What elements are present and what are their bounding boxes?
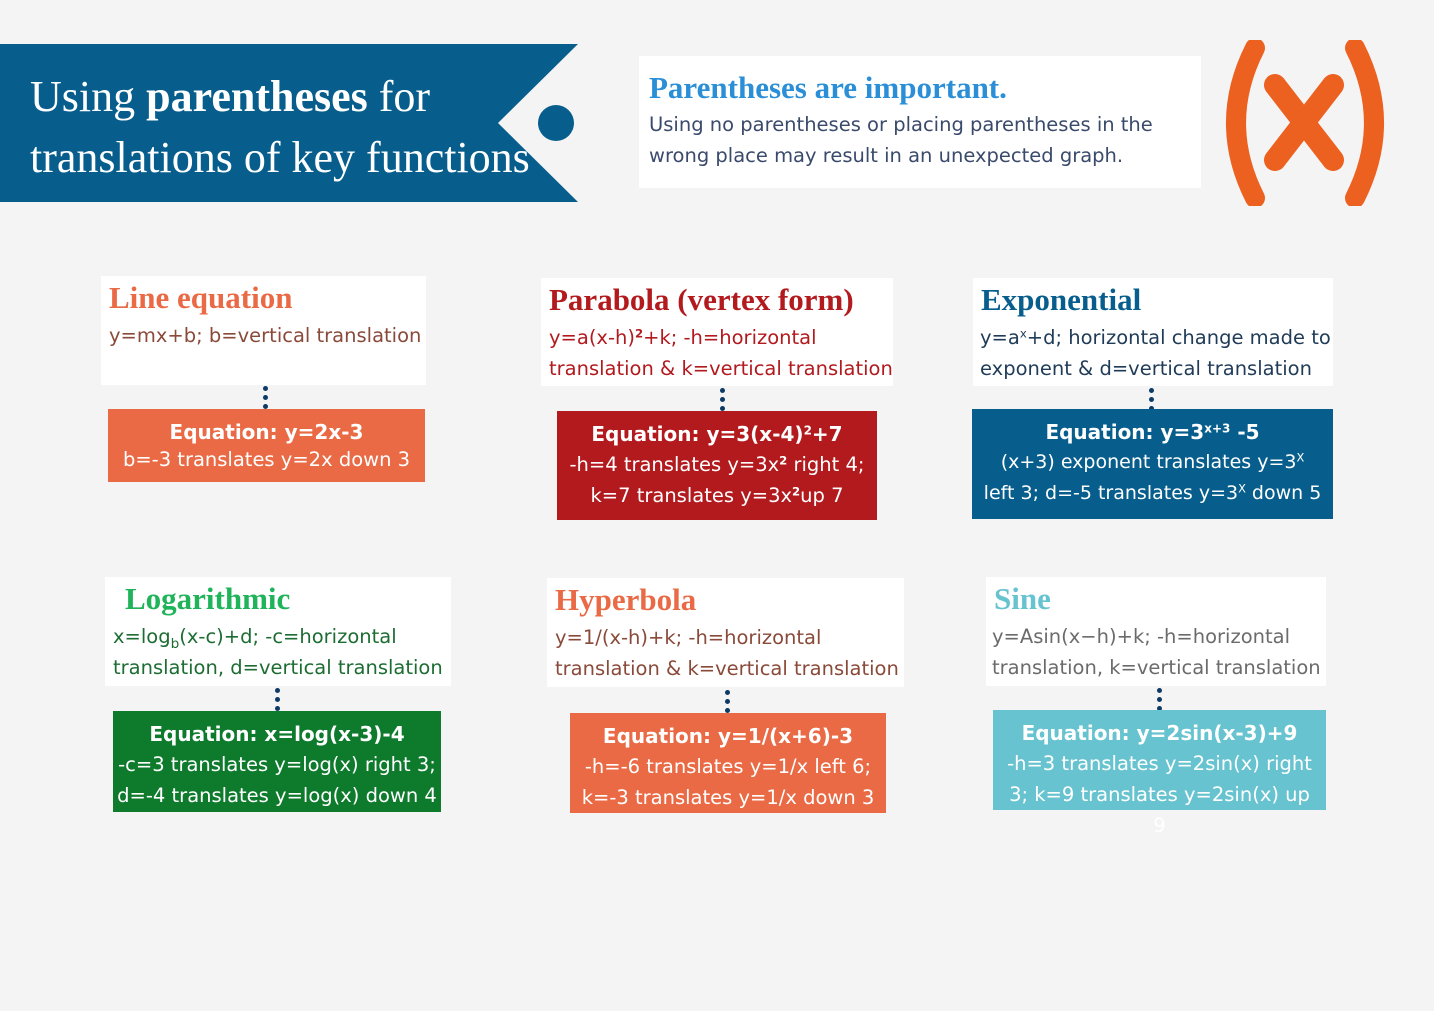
banner-shape <box>0 44 578 202</box>
card-sine-equation: Equation: y=2sin(x-3)+9 -h=3 translates … <box>993 710 1326 837</box>
card-logarithmic-desc: x=logb(x-c)+d; -c=horizontal translation… <box>113 621 453 683</box>
ex-part: down 5 <box>1245 482 1322 504</box>
card-parabola-desc: y=a(x-h)2+k; -h=horizontal translation &… <box>549 322 894 384</box>
ex-part: up 7 <box>800 484 844 507</box>
card-parabola-equation: Equation: y=3(x-4)2+7 -h=4 translates y=… <box>557 411 877 520</box>
card-logarithmic-equation: Equation: x=log(x-3)-4 -c=3 translates y… <box>113 711 441 812</box>
desc-part: x=log <box>113 625 171 648</box>
equation-explain-2: k=-3 translates y=1/x down 3 <box>581 786 875 809</box>
card-hyperbola-title: Hyperbola <box>555 582 697 617</box>
exponent: x <box>1019 326 1027 341</box>
exponent: 2 <box>779 453 788 468</box>
connector-dots <box>1149 388 1155 412</box>
card-exponential-desc: y=ax+d; horizontal change made to expone… <box>980 322 1336 384</box>
variable-x-icon <box>1215 38 1395 210</box>
card-line-desc: y=mx+b; b=vertical translation <box>109 324 422 347</box>
equation-label: Equation: y=1/(x+6)-3 <box>602 724 854 748</box>
connector-dots <box>275 688 281 712</box>
card-sine-desc: y=Asin(x−h)+k; -h=horizontal translation… <box>992 625 1321 679</box>
connector-dots <box>263 386 269 410</box>
ex-part: k=7 translates y=3x <box>590 484 793 507</box>
desc-part: +k; -h=horizontal translation & k=vertic… <box>549 326 893 380</box>
card-exponential-label: Exponential y=ax+d; horizontal change ma… <box>973 278 1333 386</box>
title-banner <box>0 44 580 202</box>
card-logarithmic-title: Logarithmic <box>125 581 291 616</box>
banner-dot-icon <box>538 105 574 141</box>
note-heading: Parentheses are important. <box>649 70 1007 105</box>
note-body: Using no parentheses or placing parenthe… <box>649 113 1153 167</box>
card-hyperbola-equation: Equation: y=1/(x+6)-3 -h=-6 translates y… <box>570 713 886 813</box>
card-line-equation: Equation: y=2x-3 b=-3 translates y=2x do… <box>108 409 425 482</box>
equation-label: Equation: y=2x-3 <box>169 420 364 444</box>
equation-explain-2: k=7 translates y=3x2up 7 <box>557 480 877 511</box>
equation-explain-2: left 3; d=-5 translates y=3X down 5 <box>972 478 1333 509</box>
desc-part: (x-c)+d; -c=horizontal translation, d=ve… <box>113 625 443 679</box>
exponent: x+3 <box>1204 421 1231 436</box>
desc-part: y=a(x-h) <box>549 326 635 349</box>
equation-label: Equation: y=3x+3 -5 <box>972 417 1333 447</box>
connector-dots <box>1157 688 1163 712</box>
equation-explain-1: -h=-6 translates y=1/x left 6; <box>584 755 872 778</box>
exponent: X <box>1296 450 1305 465</box>
equation-label: Equation: y=2sin(x-3)+9 <box>1021 721 1298 745</box>
card-logarithmic-label: Logarithmic x=logb(x-c)+d; -c=horizontal… <box>105 577 451 686</box>
equation-explain-1: -h=4 translates y=3x2 right 4; <box>557 449 877 480</box>
page-title: Using parentheses for translations of ke… <box>30 66 530 188</box>
equation-explain: b=-3 translates y=2x down 3 <box>122 448 411 471</box>
card-parabola-label: Parabola (vertex form) y=a(x-h)2+k; -h=h… <box>541 278 893 386</box>
title-suffix: for translations of key functions <box>30 72 530 182</box>
eq-part: Equation: y=3(x-4) <box>591 422 804 446</box>
card-hyperbola-desc: y=1/(x-h)+k; -h=horizontal translation &… <box>555 626 899 680</box>
eq-part: -5 <box>1230 420 1260 444</box>
card-sine-label: Sine y=Asin(x−h)+k; -h=horizontal transl… <box>986 577 1326 686</box>
connector-dots <box>720 388 726 412</box>
exponent: 2 <box>803 423 812 438</box>
note-box: Parentheses are important. Using no pare… <box>639 56 1201 188</box>
equation-label: Equation: y=3(x-4)2+7 <box>557 419 877 449</box>
title-prefix: Using <box>30 72 147 121</box>
equation-explain: -h=3 translates y=2sin(x) right 3; k=9 t… <box>1007 752 1312 837</box>
title-bold-word: parentheses <box>146 72 368 121</box>
ex-part: left 3; d=-5 translates y=3 <box>983 482 1239 504</box>
eq-part: +7 <box>811 422 843 446</box>
equation-label: Equation: x=log(x-3)-4 <box>149 722 405 746</box>
ex-part: right 4; <box>787 453 865 476</box>
card-sine-title: Sine <box>994 581 1051 616</box>
exponent: 2 <box>634 326 644 341</box>
connector-dots <box>725 690 731 714</box>
card-hyperbola-label: Hyperbola y=1/(x-h)+k; -h=horizontal tra… <box>547 578 904 687</box>
ex-part: -h=4 translates y=3x <box>569 453 780 476</box>
desc-part: +d; horizontal change made to exponent &… <box>980 326 1331 380</box>
exponent: X <box>1238 481 1246 496</box>
exponent: 2 <box>792 484 801 499</box>
card-line-label: Line equation y=mx+b; b=vertical transla… <box>101 276 426 385</box>
subscript: b <box>170 635 180 652</box>
card-exponential-equation: Equation: y=3x+3 -5 (x+3) exponent trans… <box>972 409 1333 519</box>
card-parabola-title: Parabola (vertex form) <box>549 282 854 317</box>
desc-part: y=a <box>980 326 1020 349</box>
equation-explain-1: (x+3) exponent translates y=3X <box>972 447 1333 478</box>
equation-explain-2: d=-4 translates y=log(x) down 4 <box>117 784 437 807</box>
ex-part: (x+3) exponent translates y=3 <box>1000 451 1297 473</box>
card-exponential-title: Exponential <box>981 282 1142 317</box>
card-line-title: Line equation <box>109 280 293 315</box>
eq-part: Equation: y=3 <box>1045 420 1205 444</box>
equation-explain-1: -c=3 translates y=log(x) right 3; <box>118 753 436 776</box>
